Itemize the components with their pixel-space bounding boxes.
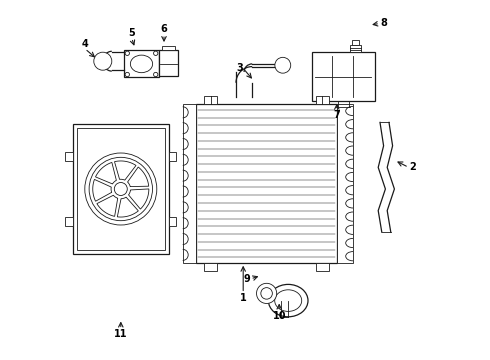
Circle shape xyxy=(85,153,157,225)
Bar xyxy=(77,128,165,250)
Bar xyxy=(316,263,329,271)
Bar xyxy=(316,96,329,104)
Text: 7: 7 xyxy=(333,110,340,120)
Polygon shape xyxy=(128,189,149,209)
Circle shape xyxy=(275,57,291,73)
Bar xyxy=(352,40,359,45)
Bar xyxy=(162,46,175,50)
Polygon shape xyxy=(93,179,112,201)
Polygon shape xyxy=(117,197,138,217)
Bar xyxy=(337,104,353,263)
Polygon shape xyxy=(115,161,136,180)
Circle shape xyxy=(153,72,158,77)
Bar xyxy=(73,124,169,254)
Text: 1: 1 xyxy=(240,293,246,303)
Text: 6: 6 xyxy=(161,24,168,34)
Circle shape xyxy=(125,72,129,77)
Text: 11: 11 xyxy=(114,329,127,339)
Text: 5: 5 xyxy=(128,28,135,38)
Bar xyxy=(183,104,196,263)
Bar xyxy=(159,50,178,76)
Text: 3: 3 xyxy=(237,63,243,73)
Circle shape xyxy=(114,183,127,195)
Circle shape xyxy=(261,288,272,299)
Bar xyxy=(169,152,176,161)
Bar xyxy=(312,52,374,101)
Bar xyxy=(204,96,217,104)
Text: 9: 9 xyxy=(244,274,250,284)
Circle shape xyxy=(94,52,112,70)
Ellipse shape xyxy=(275,290,302,311)
Ellipse shape xyxy=(130,55,152,73)
Polygon shape xyxy=(97,195,118,216)
Bar xyxy=(196,104,337,263)
Polygon shape xyxy=(96,162,116,184)
Bar xyxy=(169,217,176,226)
Bar xyxy=(65,152,73,161)
Bar xyxy=(350,45,361,52)
Text: 2: 2 xyxy=(409,162,416,172)
Text: 4: 4 xyxy=(81,39,88,49)
Bar xyxy=(204,263,217,271)
Ellipse shape xyxy=(269,284,308,317)
Text: 10: 10 xyxy=(272,311,286,321)
Polygon shape xyxy=(127,167,148,186)
Circle shape xyxy=(125,51,129,55)
Text: 8: 8 xyxy=(380,18,387,28)
Circle shape xyxy=(257,283,277,303)
Bar xyxy=(124,50,159,77)
Circle shape xyxy=(153,51,158,55)
Bar xyxy=(65,217,73,226)
